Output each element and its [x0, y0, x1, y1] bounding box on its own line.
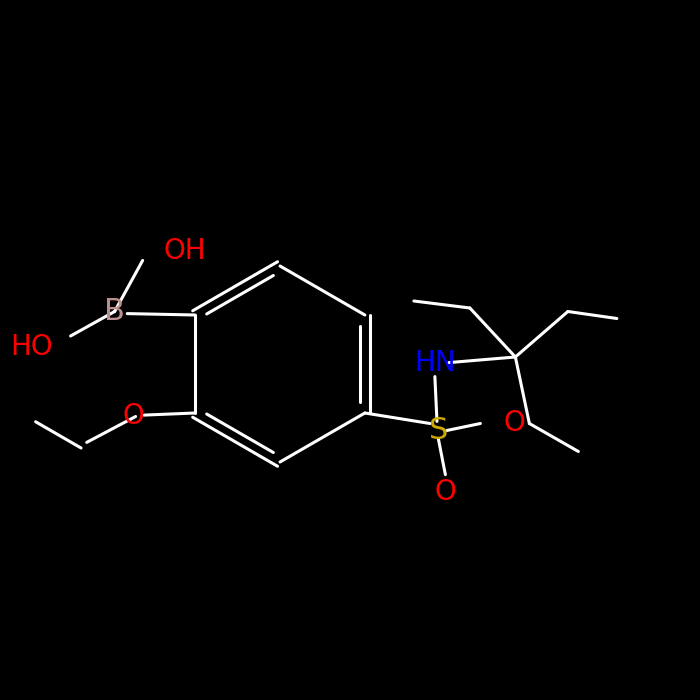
Text: O: O [503, 410, 525, 438]
Text: HN: HN [414, 349, 456, 377]
Text: B: B [104, 297, 125, 326]
Text: O: O [435, 478, 456, 506]
Text: S: S [428, 416, 448, 445]
Text: O: O [122, 402, 144, 430]
Text: OH: OH [164, 237, 206, 265]
Text: HO: HO [10, 332, 53, 360]
